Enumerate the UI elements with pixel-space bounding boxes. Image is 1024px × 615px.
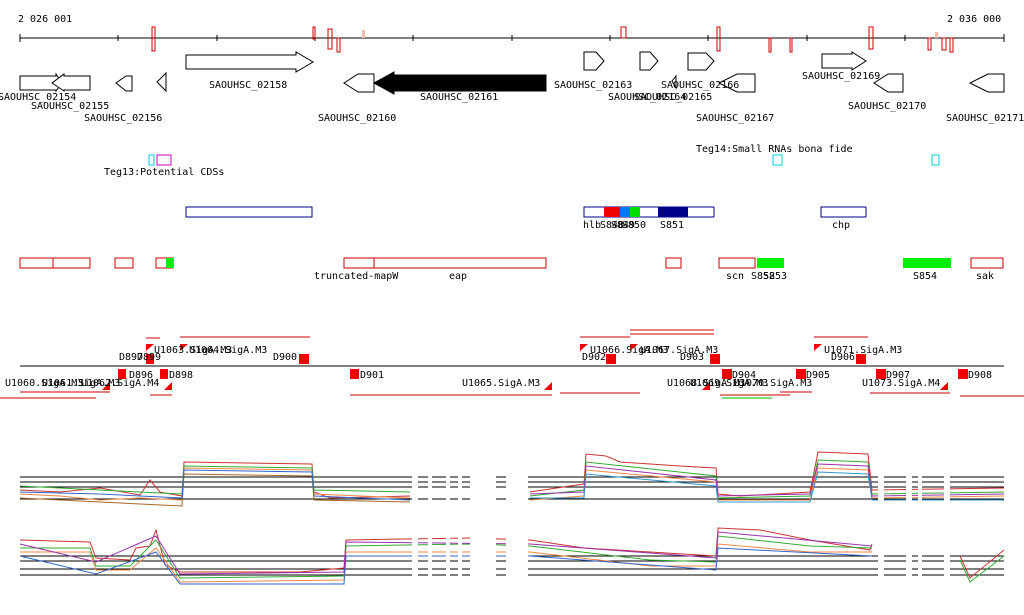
- transcript-label: D908: [968, 370, 992, 381]
- transcript-track: U1060.SigA.M3 U1061.SigA.M3 U1062.SigA.M…: [0, 329, 1024, 399]
- red-feature-track: truncated-mapW eap scn S852 S853 S854 sa…: [19, 257, 1004, 282]
- transcript-label: U1061.SigA.M3: [42, 378, 120, 389]
- transcript-label: U1062.SigA.M4: [81, 378, 159, 389]
- coordinate-ruler: 2 026 001 2 036 000: [18, 14, 1005, 53]
- feature-label: eap: [449, 271, 467, 282]
- feature-label: truncated-mapW: [314, 271, 399, 282]
- gene-label: SAOUHSC_02155: [31, 101, 109, 112]
- transcript-label: U1065.SigA.M3: [462, 378, 540, 389]
- transcript-label: U1060.SigA.M3: [5, 378, 83, 389]
- gene-label: SAOUHSC_02163: [554, 80, 632, 91]
- gene-label: SAOUHSC_02167: [696, 113, 774, 124]
- transcript-label: U1069.SigA.M3: [690, 378, 768, 389]
- transcript-label: D904: [732, 370, 756, 381]
- feature-label: S849: [611, 220, 635, 231]
- transcript-label: U1067.SigA.M3: [640, 345, 718, 356]
- feature-label: S850: [622, 220, 646, 231]
- gene-arrow-02165[interactable]: [687, 52, 715, 71]
- transcript-label: D897: [119, 352, 143, 363]
- transcript-label: U1070.SigA.M3: [734, 378, 812, 389]
- transcript-label: D905: [806, 370, 830, 381]
- transcript-label: D896: [129, 370, 153, 381]
- transcript-label: D900: [273, 352, 297, 363]
- gene-arrow-02160[interactable]: [343, 73, 375, 93]
- gene-arrow-02155[interactable]: [51, 73, 91, 92]
- gene-label: SAOUHSC_02171: [946, 113, 1024, 124]
- transcript-label: U1064.SigA.M3: [189, 345, 267, 356]
- gene-arrow-02166[interactable]: [671, 74, 677, 90]
- gene-arrow-02171[interactable]: [968, 73, 1005, 93]
- gene-arrow-02164[interactable]: [639, 51, 659, 71]
- gene-label: SAOUHSC_02164: [608, 92, 686, 103]
- gene-arrow-02170[interactable]: [873, 73, 904, 93]
- teg-tracks: Teg13:Potential CDSs Teg14:Small RNAs bo…: [104, 144, 940, 178]
- gene-track: [19, 51, 1005, 95]
- gene-label: SAOUHSC_02170: [848, 101, 926, 112]
- gene-arrow-02163[interactable]: [583, 51, 605, 71]
- feature-label: sak: [976, 271, 994, 282]
- feature-label: chp: [832, 220, 850, 231]
- gene-arrow-02158[interactable]: [185, 51, 314, 73]
- gene-label: SAOUHSC_02161: [420, 92, 498, 103]
- transcript-label: D907: [886, 370, 910, 381]
- transcript-label: D902: [582, 352, 606, 363]
- transcript-label: D899: [137, 352, 161, 363]
- gene-arrow-02161[interactable]: [372, 71, 547, 95]
- teg13-label: Teg13:Potential CDSs: [104, 167, 224, 178]
- gene-label: SAOUHSC_02160: [318, 113, 396, 124]
- feature-label: S853: [763, 271, 787, 282]
- transcript-label: D898: [169, 370, 193, 381]
- transcript-label: U1071.SigA.M3: [824, 345, 902, 356]
- gene-arrow-02167[interactable]: [717, 73, 756, 93]
- feature-label: S854: [913, 271, 937, 282]
- gene-arrow-02156[interactable]: [115, 75, 133, 92]
- gene-labels: SAOUHSC_02154 SAOUHSC_02155 SAOUHSC_0215…: [0, 71, 1024, 124]
- transcript-label: U1068.SigA.M3: [667, 378, 745, 389]
- transcript-label: U1066.SigA.M3: [590, 345, 668, 356]
- transcript-label: U1073.SigA.M4: [862, 378, 940, 389]
- gene-label: SAOUHSC_02169: [802, 71, 880, 82]
- feature-label: scn: [726, 271, 744, 282]
- gene-label: SAOUHSC_02156: [84, 113, 162, 124]
- feature-label: S848: [600, 220, 624, 231]
- start-coordinate: 2 026 001: [18, 14, 72, 25]
- coverage-gaps: [412, 468, 950, 608]
- feature-label: hlb: [583, 220, 601, 231]
- feature-label: S852: [751, 271, 775, 282]
- gene-arrow-02169[interactable]: [821, 51, 867, 71]
- gene-label: SAOUHSC_02165: [634, 92, 712, 103]
- gene-label: SAOUHSC_02166: [661, 80, 739, 91]
- teg14-label: Teg14:Small RNAs bona fide: [696, 144, 853, 155]
- blue-feature-track: hlb S848 S849 S850 S851 chp: [185, 206, 867, 231]
- transcript-label: D906: [831, 352, 855, 363]
- feature-label: S851: [660, 220, 684, 231]
- transcript-label: U1063.SigA.M3: [154, 345, 232, 356]
- transcript-label: D901: [360, 370, 384, 381]
- end-coordinate: 2 036 000: [947, 14, 1001, 25]
- gene-arrow-02157[interactable]: [156, 71, 167, 93]
- transcript-label: D903: [680, 352, 704, 363]
- gene-label: SAOUHSC_02154: [0, 92, 76, 103]
- gene-label: SAOUHSC_02158: [209, 80, 287, 91]
